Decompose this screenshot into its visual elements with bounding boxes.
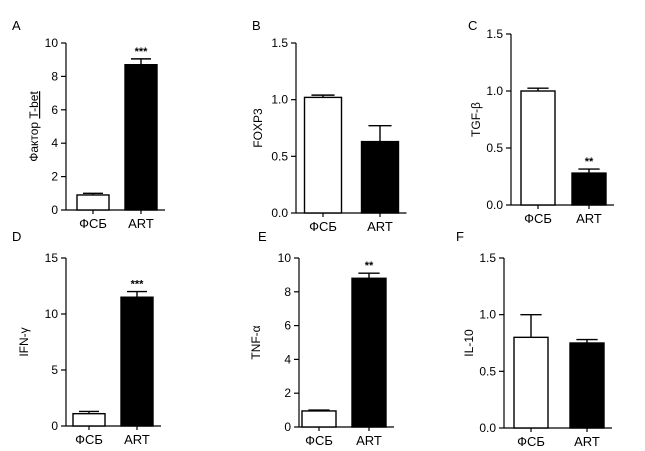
y-axis-label-text: IFN-γ <box>17 327 31 356</box>
panel-b: B 0.0 0.5 1.0 1.5 ФСБ ART FOXP3 <box>251 18 407 234</box>
y-tick-label: 1.0 <box>271 93 288 107</box>
y-tick-label: 4 <box>284 352 291 366</box>
y-axis-label: IL-10 <box>462 329 476 357</box>
significance-marker: *** <box>135 46 149 58</box>
y-tick-label: 1.5 <box>486 27 503 41</box>
bar-art <box>360 140 400 214</box>
y-tick-label: 0 <box>284 420 291 434</box>
panel-f: F 0.0 0.5 1.0 1.5 ФСБ ART IL-10 <box>456 229 612 449</box>
y-tick-label: 1.0 <box>486 84 503 98</box>
y-tick-label: 0.0 <box>486 198 503 212</box>
y-axis-label-text: FOXP3 <box>251 108 265 148</box>
category-label: ФСБ <box>305 433 333 448</box>
panel-letter: E <box>258 229 267 244</box>
bar-фсб <box>520 90 556 206</box>
y-tick-label: 0.0 <box>479 421 496 435</box>
y-tick-label: 2 <box>284 386 291 400</box>
bar-art <box>124 64 158 211</box>
y-tick-label: 8 <box>284 285 291 299</box>
bar-art <box>120 296 154 427</box>
y-tick-label: 4 <box>51 136 58 150</box>
y-tick-label: 0 <box>51 419 58 433</box>
y-tick-label: 0.0 <box>271 206 288 220</box>
category-label: ФСБ <box>79 216 107 231</box>
category-label: ФСБ <box>309 219 337 234</box>
category-label: ART <box>124 432 150 447</box>
category-label: ART <box>356 433 382 448</box>
panel-letter: A <box>12 18 21 33</box>
panel-e: E 0 2 4 6 8 10 ФСБ ART ** TNF-α <box>249 229 394 448</box>
y-tick-label: 0.5 <box>479 364 496 378</box>
y-tick-label: 5 <box>51 363 58 377</box>
y-axis-label: TGF-β <box>469 102 483 137</box>
y-axis-label-marked-text: T-bet <box>27 91 41 119</box>
bar-art <box>569 342 605 429</box>
panel-letter: C <box>468 18 477 33</box>
significance-marker: ** <box>365 260 374 272</box>
y-tick-label: 0 <box>51 203 58 217</box>
category-label: ФСБ <box>75 432 103 447</box>
y-tick-label: 8 <box>51 69 58 83</box>
y-axis-label-text: TGF-β <box>469 102 483 137</box>
y-tick-label: 0.5 <box>271 149 288 163</box>
y-tick-label: 0.5 <box>486 141 503 155</box>
panel-letter: F <box>456 229 464 244</box>
y-axis-label: FOXP3 <box>251 108 265 148</box>
y-axis-label: IFN-γ <box>17 327 31 356</box>
y-tick-label: 15 <box>45 251 59 265</box>
y-tick-label: 1.5 <box>271 36 288 50</box>
y-axis-label-text: IL-10 <box>462 329 476 357</box>
panel-a: A 0 2 4 6 8 10 ФСБ ART *** Фактор T-bet <box>12 18 165 231</box>
category-label: ART <box>576 211 602 226</box>
panel-c: C 0.0 0.5 1.0 1.5 ФСБ ART ** TGF-β <box>468 18 614 226</box>
category-label: ФСБ <box>524 211 552 226</box>
significance-marker: ** <box>585 156 594 168</box>
bar-фсб <box>76 194 110 211</box>
bar-фсб <box>301 410 337 428</box>
y-tick-label: 10 <box>278 251 292 265</box>
significance-marker: *** <box>131 279 145 291</box>
y-tick-label: 10 <box>45 36 59 50</box>
bar-фсб <box>72 412 106 427</box>
category-label: ART <box>128 216 154 231</box>
y-axis-label-text: Фактор <box>27 119 41 162</box>
bar-фсб <box>303 96 343 214</box>
y-tick-label: 1.0 <box>479 308 496 322</box>
bar-art <box>571 172 607 206</box>
panel-d: D 0 5 10 15 ФСБ ART *** IFN-γ <box>12 229 161 447</box>
bar-art <box>351 277 387 428</box>
category-label: ФСБ <box>517 434 545 449</box>
y-tick-label: 1.5 <box>479 251 496 265</box>
category-label: ART <box>574 434 600 449</box>
y-axis-label: Фактор T-bet <box>27 91 41 162</box>
y-tick-label: 6 <box>51 103 58 117</box>
y-tick-label: 10 <box>45 307 59 321</box>
panel-letter: D <box>12 229 21 244</box>
bar-фсб <box>513 336 549 429</box>
category-label: ART <box>367 219 393 234</box>
y-tick-label: 2 <box>51 170 58 184</box>
y-axis-label: TNF-α <box>249 325 263 359</box>
y-axis-label-text: TNF-α <box>249 325 263 359</box>
panel-letter: B <box>252 18 261 33</box>
y-tick-label: 6 <box>284 319 291 333</box>
